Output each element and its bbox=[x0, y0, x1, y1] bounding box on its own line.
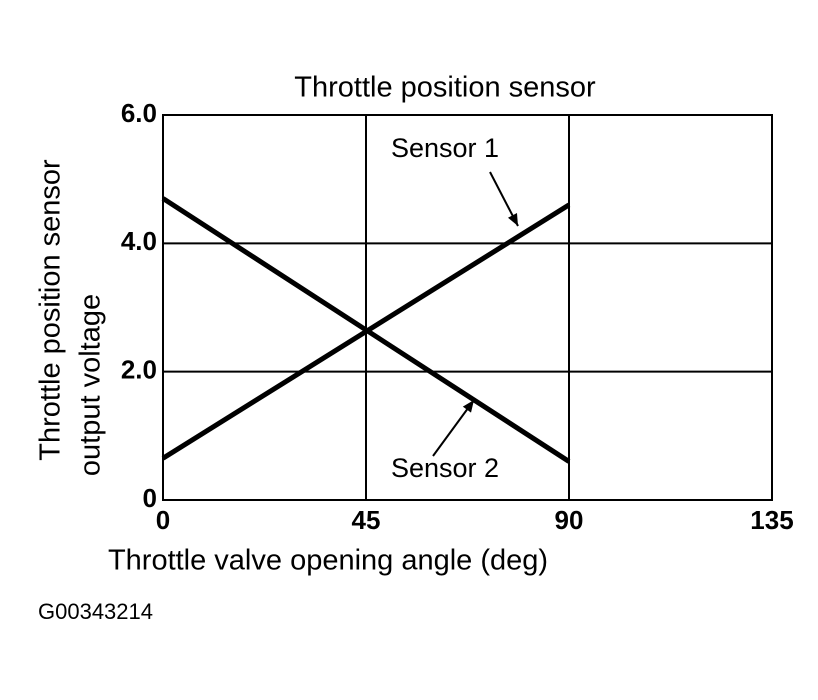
figure-id: G00343214 bbox=[38, 599, 153, 624]
x-tick-label: 45 bbox=[352, 505, 381, 535]
series-label: Sensor 2 bbox=[391, 453, 499, 483]
y-axis-label: Throttle position sensor bbox=[35, 159, 67, 461]
x-axis-label: Throttle valve opening angle (deg) bbox=[108, 545, 548, 577]
x-tick-label: 135 bbox=[750, 505, 793, 535]
series-label: Sensor 1 bbox=[391, 133, 499, 163]
arrow-head bbox=[507, 213, 518, 226]
y-axis-label: output voltage bbox=[75, 294, 107, 476]
series-line bbox=[161, 196, 571, 464]
x-tick-label: 0 bbox=[156, 505, 170, 535]
chart-title: Throttle position sensor bbox=[294, 72, 596, 104]
y-tick-label: 4.0 bbox=[121, 226, 157, 256]
x-tick-label: 90 bbox=[555, 505, 584, 535]
plot-frame bbox=[162, 114, 773, 501]
y-tick-label: 6.0 bbox=[121, 98, 157, 128]
y-tick-label: 2.0 bbox=[121, 355, 157, 385]
y-tick-label: 0 bbox=[143, 483, 157, 513]
arrow-head bbox=[462, 400, 474, 413]
